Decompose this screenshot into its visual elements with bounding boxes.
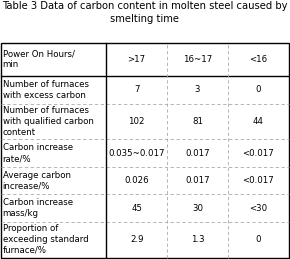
Text: Carbon increase
rate/%: Carbon increase rate/% <box>3 143 73 163</box>
Text: 16~17: 16~17 <box>183 55 212 64</box>
Text: Proportion of
exceeding standard
furnace/%: Proportion of exceeding standard furnace… <box>3 225 88 255</box>
Text: >17: >17 <box>128 55 146 64</box>
Text: 0.017: 0.017 <box>185 176 210 185</box>
Text: 7: 7 <box>134 85 139 94</box>
Text: Carbon increase
mass/kg: Carbon increase mass/kg <box>3 198 73 218</box>
Text: 3: 3 <box>195 85 200 94</box>
Text: 81: 81 <box>192 117 203 126</box>
Text: 102: 102 <box>128 117 145 126</box>
Text: 0.035~0.017: 0.035~0.017 <box>108 149 165 158</box>
Text: 0: 0 <box>255 235 261 244</box>
Text: <16: <16 <box>249 55 267 64</box>
Text: Number of furnaces
with excess carbon: Number of furnaces with excess carbon <box>3 80 89 100</box>
Text: 0: 0 <box>255 85 261 94</box>
Text: 45: 45 <box>131 204 142 213</box>
Text: 2.9: 2.9 <box>130 235 144 244</box>
Text: 0.017: 0.017 <box>185 149 210 158</box>
Text: Power On Hours/
min: Power On Hours/ min <box>3 49 75 69</box>
Text: <30: <30 <box>249 204 267 213</box>
Text: 44: 44 <box>253 117 264 126</box>
Text: 0.026: 0.026 <box>124 176 149 185</box>
Text: <0.017: <0.017 <box>242 149 274 158</box>
Text: 30: 30 <box>192 204 203 213</box>
Text: Number of furnaces
with qualified carbon
content: Number of furnaces with qualified carbon… <box>3 106 93 137</box>
Text: Table 3 Data of carbon content in molten steel caused by
smelting time: Table 3 Data of carbon content in molten… <box>2 1 288 24</box>
Text: <0.017: <0.017 <box>242 176 274 185</box>
Text: Average carbon
increase/%: Average carbon increase/% <box>3 171 70 190</box>
Text: 1.3: 1.3 <box>191 235 204 244</box>
